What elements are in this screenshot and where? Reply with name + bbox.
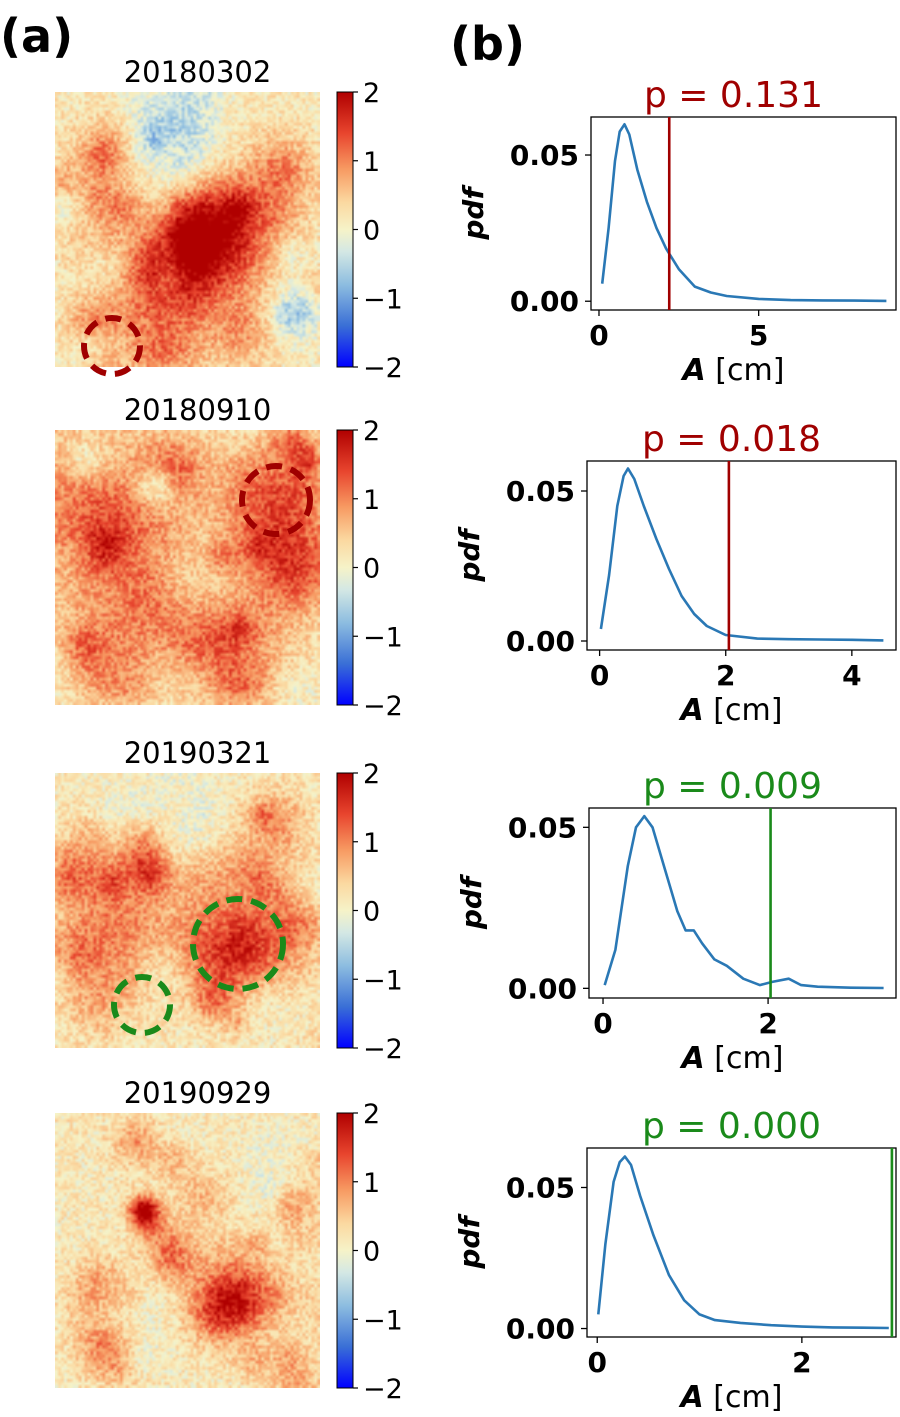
map-panel: 20180302 2 1 0 −1 −2 bbox=[55, 55, 403, 384]
chart-title: p = 0.131 bbox=[644, 75, 823, 116]
colorbar-tick-label: 1 bbox=[363, 485, 380, 516]
pdf-chart: p = 0.018 0 2 4 0.00 0.05 pdf A [cm] bbox=[453, 419, 897, 728]
chart-title: p = 0.018 bbox=[642, 419, 821, 460]
x-axis-label-unit: [cm] bbox=[706, 353, 785, 388]
pdf-plots: p = 0.131 0 5 0.00 0.05 pdf A [cm] p = 0.018 0 2 4… bbox=[453, 75, 897, 1415]
y-axis-label: pdf bbox=[453, 526, 486, 583]
chart-title: p = 0.009 bbox=[643, 766, 822, 807]
x-tick-label: 2 bbox=[758, 1007, 777, 1040]
plot-frame bbox=[586, 460, 897, 651]
pdf-chart: p = 0.009 0 2 0.00 0.05 pdf A [cm] bbox=[455, 766, 897, 1076]
map-raster bbox=[55, 773, 320, 1048]
y-tick-label: 0.05 bbox=[506, 475, 575, 508]
highlight-circle bbox=[111, 974, 173, 1036]
map-panel: 20190929 2 1 0 −1 −2 bbox=[55, 974, 403, 1405]
x-tick-label: 2 bbox=[716, 659, 735, 692]
x-tick-label: 2 bbox=[792, 1346, 811, 1379]
y-tick-label: 0.00 bbox=[506, 625, 575, 658]
map-raster bbox=[55, 430, 320, 705]
map-panel: 20180910 2 1 0 −1 −2 bbox=[55, 393, 403, 722]
colorbar-tick-label: −2 bbox=[363, 353, 403, 384]
map-date-title: 20190929 bbox=[124, 1076, 272, 1110]
map-date-title: 20180910 bbox=[124, 393, 272, 427]
colorbar-tick-label: 2 bbox=[363, 759, 380, 790]
y-tick-label: 0.05 bbox=[508, 811, 577, 844]
x-axis-label-unit: [cm] bbox=[704, 693, 783, 728]
panel-label-b: (b) bbox=[450, 17, 525, 71]
colorbar-tick-label: 1 bbox=[363, 1168, 380, 1199]
plot-frame bbox=[590, 116, 897, 311]
y-axis-label: pdf bbox=[455, 873, 488, 930]
y-axis-label: pdf bbox=[457, 184, 490, 241]
colorbar-tick-label: 0 bbox=[363, 1237, 380, 1268]
map-panel: 20190321 2 1 0 −1 −2 bbox=[55, 736, 403, 1065]
colorbar bbox=[336, 772, 354, 1049]
x-tick-label: 0 bbox=[587, 1346, 606, 1379]
pdf-curve bbox=[603, 814, 884, 990]
map-raster bbox=[55, 1113, 320, 1388]
pdf-chart: p = 0.131 0 5 0.00 0.05 pdf A [cm] bbox=[457, 75, 897, 388]
x-axis-label-var: A bbox=[679, 1380, 704, 1415]
colorbar-tick-label: −2 bbox=[363, 1034, 403, 1065]
plot-frame bbox=[588, 807, 897, 999]
x-axis-label: A [cm] bbox=[679, 693, 783, 728]
plot-frame bbox=[586, 1147, 897, 1338]
y-tick-label: 0.00 bbox=[510, 285, 579, 318]
highlight-circle bbox=[81, 315, 143, 377]
colorbar bbox=[336, 1112, 354, 1389]
highlight-circle bbox=[239, 463, 313, 537]
x-axis-label: A [cm] bbox=[681, 353, 785, 388]
x-tick-label: 0 bbox=[590, 659, 609, 692]
y-tick-label: 0.00 bbox=[508, 972, 577, 1005]
x-tick-label: 4 bbox=[842, 659, 861, 692]
y-tick-label: 0.05 bbox=[506, 1171, 575, 1204]
colorbar-tick-label: −1 bbox=[363, 1305, 403, 1336]
pdf-curve bbox=[597, 1155, 889, 1330]
colorbar-tick-label: −1 bbox=[363, 965, 403, 996]
map-panels: 20180302 2 1 0 −1 −2 20180910 2 1 0 −1 −2 20190321 2 1… bbox=[55, 55, 403, 1405]
highlight-circle bbox=[190, 896, 286, 992]
colorbar-tick-label: 0 bbox=[363, 554, 380, 585]
y-axis-label: pdf bbox=[453, 1213, 486, 1270]
x-tick-label: 0 bbox=[593, 1007, 612, 1040]
x-axis-label-unit: [cm] bbox=[705, 1041, 784, 1076]
map-raster bbox=[55, 92, 320, 367]
pdf-curve bbox=[600, 123, 887, 303]
map-date-title: 20190321 bbox=[124, 736, 272, 770]
y-tick-label: 0.05 bbox=[510, 139, 579, 172]
colorbar-tick-label: −1 bbox=[363, 622, 403, 653]
colorbar-tick-label: 1 bbox=[363, 828, 380, 859]
colorbar bbox=[336, 91, 354, 368]
x-axis-label-unit: [cm] bbox=[704, 1380, 783, 1415]
colorbar-tick-label: 0 bbox=[363, 216, 380, 247]
x-axis-label-var: A bbox=[680, 1041, 705, 1076]
x-axis-label: A [cm] bbox=[680, 1041, 784, 1076]
pdf-curve bbox=[599, 467, 884, 642]
colorbar-tick-label: −2 bbox=[363, 1374, 403, 1405]
colorbar-tick-label: 0 bbox=[363, 897, 380, 928]
map-date-title: 20180302 bbox=[124, 55, 272, 89]
colorbar-tick-label: 2 bbox=[363, 416, 380, 447]
colorbar-tick-label: 1 bbox=[363, 147, 380, 178]
colorbar-tick-label: −2 bbox=[363, 691, 403, 722]
colorbar-tick-label: −1 bbox=[363, 284, 403, 315]
colorbar bbox=[336, 429, 354, 706]
x-axis-label: A [cm] bbox=[679, 1380, 783, 1415]
colorbar-tick-label: 2 bbox=[363, 1099, 380, 1130]
x-tick-label: 0 bbox=[589, 319, 608, 352]
y-tick-label: 0.00 bbox=[506, 1313, 575, 1346]
colorbar-tick-label: 2 bbox=[363, 78, 380, 109]
x-axis-label-var: A bbox=[679, 693, 704, 728]
x-tick-label: 5 bbox=[749, 319, 768, 352]
x-axis-label-var: A bbox=[681, 353, 706, 388]
panel-label-a: (a) bbox=[0, 9, 73, 63]
chart-title: p = 0.000 bbox=[642, 1106, 821, 1147]
pdf-chart: p = 0.000 0 2 0.00 0.05 pdf A [cm] bbox=[453, 1106, 897, 1415]
